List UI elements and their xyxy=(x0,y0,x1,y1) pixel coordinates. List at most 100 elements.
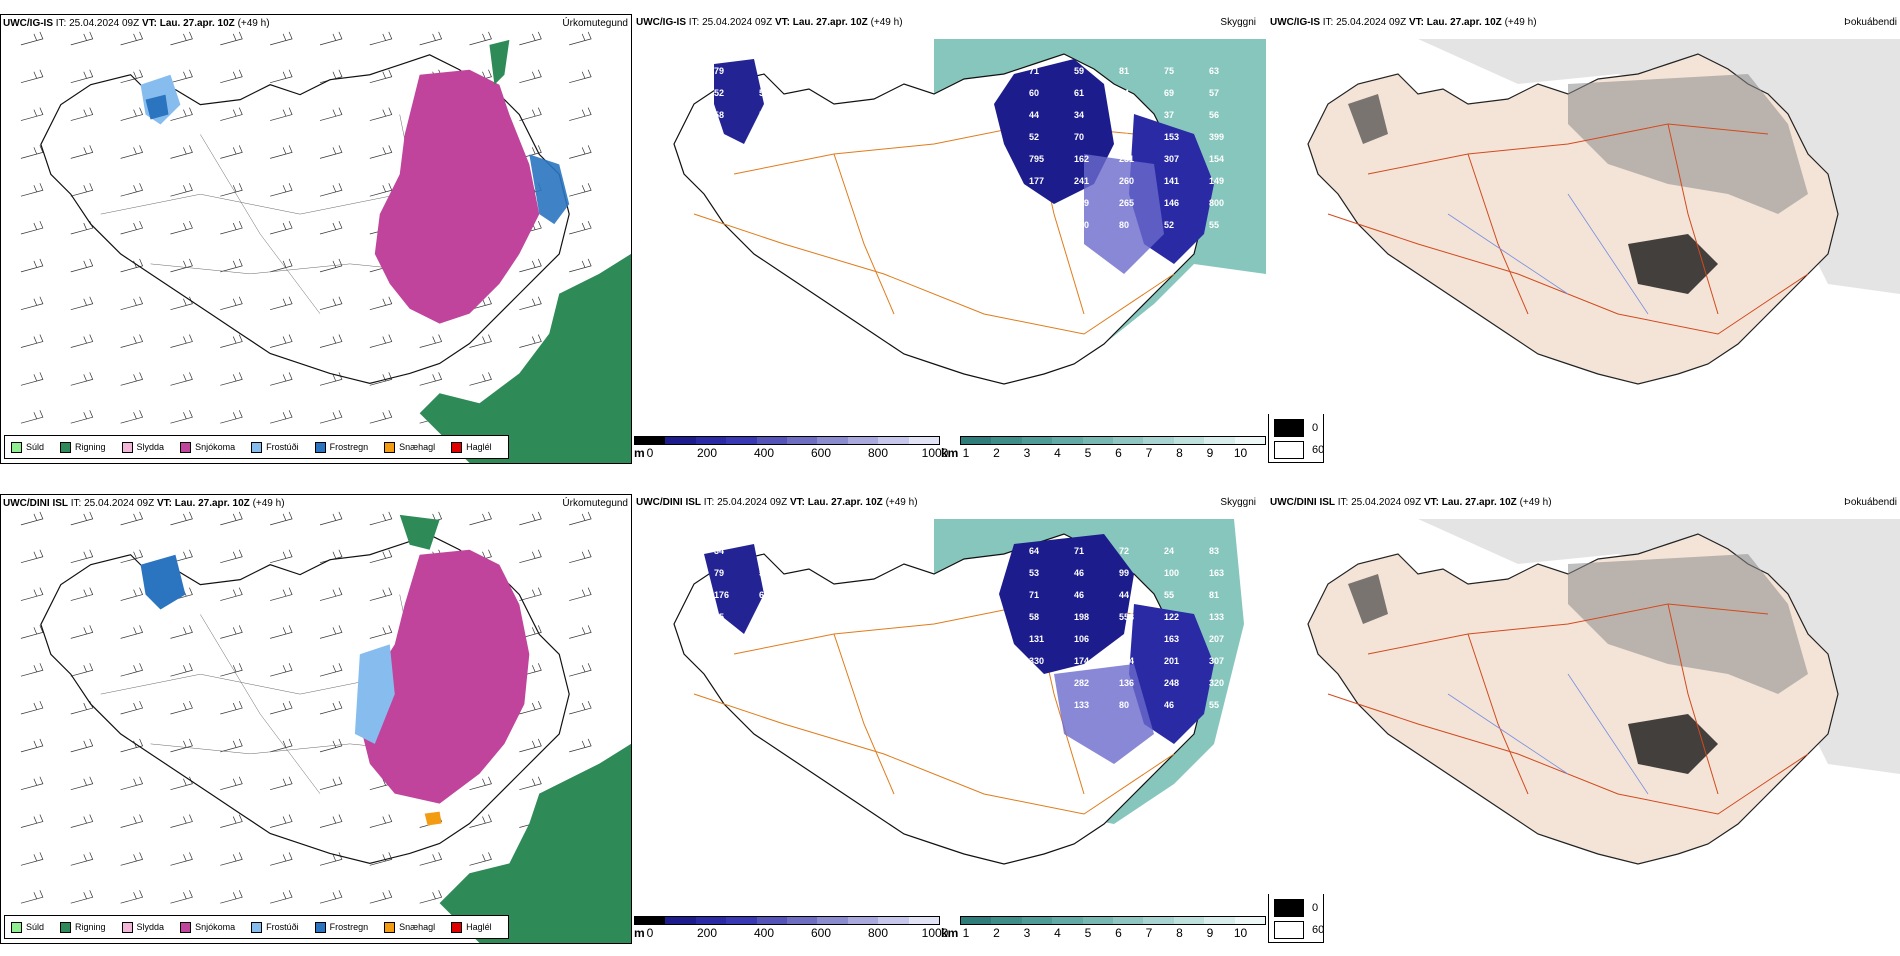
legend-label: Súld xyxy=(26,442,45,452)
wind-barb xyxy=(369,410,393,424)
legend-swatch xyxy=(121,921,133,933)
wind-barb xyxy=(569,220,592,235)
wind-barb xyxy=(319,776,343,791)
km-tick-label: 2 xyxy=(993,926,1000,940)
meter-tick-label: 800 xyxy=(867,926,889,940)
wind-barb xyxy=(120,549,144,564)
visibility-value-label: 800 xyxy=(1209,198,1224,208)
wind-barb xyxy=(20,69,44,84)
wind-barb xyxy=(319,334,343,348)
wind-barb xyxy=(369,334,393,348)
wind-barb xyxy=(369,183,393,197)
wind-barb xyxy=(469,814,492,828)
km-tick-label: 5 xyxy=(1084,926,1092,940)
visibility-value-label: 55 xyxy=(1164,590,1174,600)
visibility-value-label: 53 xyxy=(1029,568,1039,578)
visibility-value-label: 64 xyxy=(1074,242,1084,252)
km-tick-label: 3 xyxy=(1023,446,1031,460)
wind-barb xyxy=(70,663,94,677)
wind-barb xyxy=(70,183,94,197)
wind-barb xyxy=(170,890,193,904)
wind-barb xyxy=(220,334,243,348)
wind-barb xyxy=(170,852,193,866)
low-visibility-center xyxy=(1054,664,1154,764)
visibility-value-label: 112 xyxy=(1029,678,1044,688)
visibility-value-label: 212 xyxy=(1029,198,1044,208)
panel-title: Skyggni xyxy=(1220,497,1256,508)
legend-label: Snjókoma xyxy=(195,922,236,932)
panel-title: Skyggni xyxy=(1220,17,1256,28)
wind-barb xyxy=(519,738,542,753)
wind-barb xyxy=(120,145,144,159)
wind-barb xyxy=(220,700,243,715)
visibility-map-bottom: 34 66 64 71 72 24 83 79 57 53 46 99 100 163 176 62 71 46 4… xyxy=(673,519,1244,865)
visibility-value-label: 307 xyxy=(1209,656,1224,666)
wind-barb xyxy=(270,814,293,828)
wind-barb xyxy=(319,738,343,753)
wind-barb xyxy=(20,663,44,677)
visibility-value-label: 81 xyxy=(1119,66,1129,76)
wind-barb xyxy=(120,220,144,235)
wind-barb xyxy=(469,776,492,791)
visibility-value-label: 163 xyxy=(1209,568,1224,578)
legend-swatch xyxy=(180,441,192,453)
wind-barb xyxy=(519,334,542,348)
wind-barb xyxy=(120,258,144,273)
fog-sea-shading xyxy=(1418,39,1900,294)
wind-barb xyxy=(20,776,44,791)
wind-barb xyxy=(519,776,542,791)
wind-barb xyxy=(569,738,592,753)
wind-barb xyxy=(70,738,94,753)
meter-scale-bar xyxy=(634,916,940,925)
visibility-value-label: 162 xyxy=(1074,154,1089,164)
wind-barb xyxy=(70,145,94,159)
wind-barb xyxy=(220,372,243,386)
wind-barb xyxy=(270,852,293,866)
wind-barb xyxy=(70,334,94,348)
wind-barb xyxy=(270,31,293,46)
panel-header: UWC/DINI ISL IT: 25.04.2024 09Z VT: Lau.… xyxy=(1270,497,1552,508)
wind-barb xyxy=(569,549,592,564)
wind-barb xyxy=(569,258,592,273)
wind-barb xyxy=(20,587,44,601)
km-tick-label: 9 xyxy=(1206,926,1214,940)
legend-label: Frostúði xyxy=(266,922,299,932)
legend-label: Haglél xyxy=(466,922,492,932)
rain-area-ne xyxy=(489,39,510,85)
visibility-value-label: 79 xyxy=(714,66,724,76)
wind-barb xyxy=(419,334,443,348)
meter-tick-label: 400 xyxy=(753,446,775,460)
visibility-value-label: 330 xyxy=(1029,656,1044,666)
visibility-value-label: 174 xyxy=(1074,656,1089,666)
wind-barb xyxy=(170,220,193,235)
wind-barb xyxy=(319,410,343,424)
legend-item: Rigning xyxy=(60,441,106,453)
fog-legend-top: 0 60 xyxy=(1268,413,1324,463)
visibility-value-label: 320 xyxy=(1209,678,1224,688)
visibility-value-label: 52 xyxy=(1029,132,1039,142)
wind-barb xyxy=(469,372,492,386)
visibility-value-label: 231 xyxy=(1119,154,1134,164)
visibility-value-label: 795 xyxy=(1029,154,1044,164)
rivers xyxy=(1447,193,1649,315)
wind-barb xyxy=(569,700,592,715)
wind-barb xyxy=(519,587,542,601)
km-tick-label: 2 xyxy=(993,446,1000,460)
wind-barb xyxy=(70,890,94,904)
wind-barb xyxy=(319,625,343,639)
legend-item: Frostúði xyxy=(251,921,299,933)
wind-barb xyxy=(120,625,144,639)
wind-barb xyxy=(369,587,393,601)
km-tick-label: 4 xyxy=(1054,446,1061,460)
visibility-value-label: 153 xyxy=(1164,132,1179,142)
km-tick-label: 8 xyxy=(1176,446,1183,460)
legend-item: Rigning xyxy=(60,921,106,933)
visibility-value-label: 60 xyxy=(1029,88,1039,98)
wind-barb xyxy=(20,372,44,386)
wind-barb xyxy=(220,890,243,904)
visibility-value-label: 177 xyxy=(1029,176,1044,186)
legend-label: Haglél xyxy=(466,442,492,452)
visibility-value-label: 75 xyxy=(714,612,724,622)
visibility-value-label: 141 xyxy=(1164,176,1179,186)
wind-barb xyxy=(369,625,393,639)
